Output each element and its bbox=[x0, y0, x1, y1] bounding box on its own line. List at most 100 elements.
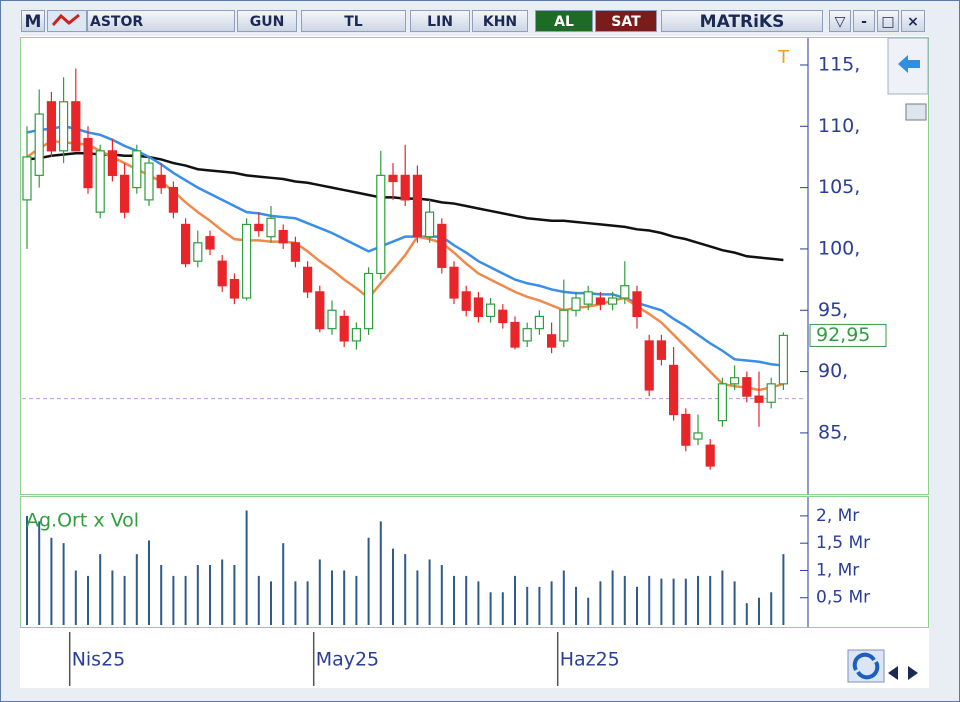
candle-body bbox=[620, 285, 630, 299]
logo: M bbox=[21, 10, 45, 32]
candle-body bbox=[693, 432, 703, 440]
volume-tick-label: 0,5 Mr bbox=[816, 588, 870, 608]
candle-body bbox=[766, 383, 776, 403]
y-tick-label: 110, bbox=[818, 115, 860, 137]
candle-body bbox=[95, 150, 105, 213]
candle-body bbox=[498, 309, 508, 324]
refresh-icon bbox=[852, 652, 880, 680]
candle-body bbox=[217, 260, 227, 287]
candle-body bbox=[83, 137, 93, 189]
candle-body bbox=[644, 340, 654, 391]
close-button[interactable]: × bbox=[901, 10, 925, 32]
candle-body bbox=[168, 187, 178, 213]
candle-body bbox=[303, 266, 313, 293]
candle-body bbox=[107, 150, 118, 176]
y-tick-label: 95, bbox=[818, 299, 848, 321]
candle-body bbox=[254, 223, 264, 232]
volume-tick-label: 1,5 Mr bbox=[816, 533, 870, 553]
candle-body bbox=[351, 328, 361, 342]
candle-body bbox=[656, 340, 667, 360]
candle-body bbox=[522, 328, 532, 342]
candle-body bbox=[583, 291, 593, 305]
volume-tick-label: 2, Mr bbox=[816, 506, 859, 526]
button[interactable]: LIN bbox=[410, 10, 470, 32]
x-tick-label: Nis25 bbox=[72, 649, 126, 671]
candle-body bbox=[132, 150, 142, 189]
candle-body bbox=[632, 291, 642, 317]
candle-body bbox=[364, 272, 374, 330]
chart-background bbox=[20, 36, 929, 688]
candle-body bbox=[607, 297, 618, 305]
maximize-button[interactable]: □ bbox=[877, 10, 899, 32]
candle-body bbox=[22, 156, 32, 201]
candle-body bbox=[595, 297, 606, 305]
candle-body bbox=[290, 242, 300, 262]
candle-body bbox=[193, 242, 203, 262]
last-value-box bbox=[809, 323, 887, 347]
minimize-button[interactable]: - bbox=[853, 10, 875, 32]
symbol-icon[interactable] bbox=[47, 10, 87, 32]
candle-body bbox=[400, 174, 410, 201]
candle-body bbox=[205, 236, 215, 250]
moving-average bbox=[26, 125, 784, 367]
button[interactable]: GUN bbox=[237, 10, 297, 32]
x-tick-label: May25 bbox=[316, 649, 379, 671]
icon bbox=[51, 13, 80, 26]
candle-body bbox=[437, 223, 447, 268]
button[interactable]: KHN bbox=[472, 10, 528, 32]
candle-body bbox=[486, 303, 496, 317]
candle-body bbox=[510, 321, 520, 348]
volume-panel bbox=[20, 496, 929, 628]
candle-body bbox=[534, 315, 545, 330]
symbol[interactable]: ASTOR bbox=[87, 10, 235, 32]
candle-body bbox=[242, 223, 252, 299]
y-tick-label: 100, bbox=[818, 237, 860, 259]
candle-body bbox=[46, 101, 57, 152]
candle-body bbox=[546, 334, 557, 348]
candle-body bbox=[34, 113, 44, 176]
candle-body bbox=[461, 291, 471, 311]
sell-button[interactable]: SAT bbox=[595, 10, 657, 32]
button[interactable]: TL bbox=[301, 10, 406, 32]
candle-body bbox=[717, 383, 728, 422]
nav-arrows[interactable] bbox=[888, 666, 918, 680]
x-tick-label: Haz25 bbox=[560, 649, 620, 671]
candle-body bbox=[571, 297, 581, 311]
y-tick-label: 85, bbox=[818, 421, 848, 443]
candle-body bbox=[668, 364, 679, 416]
price-panel bbox=[20, 37, 929, 495]
y-tick-label: 90, bbox=[818, 360, 848, 382]
panel-button[interactable] bbox=[905, 103, 927, 121]
volume-tick-label: 1, Mr bbox=[816, 560, 859, 580]
indicator-label: Ag.Ort x Vol bbox=[26, 510, 139, 532]
candle-body bbox=[58, 101, 69, 152]
candle-body bbox=[449, 266, 459, 299]
candle-body bbox=[705, 444, 715, 467]
candle-body bbox=[754, 395, 764, 403]
candle-body bbox=[412, 174, 422, 238]
last-value-label: 92,95 bbox=[816, 324, 870, 346]
candle-body bbox=[742, 377, 752, 397]
candle-body bbox=[156, 174, 166, 189]
candle-body bbox=[376, 174, 386, 275]
candle-body bbox=[71, 101, 81, 152]
candle-body bbox=[278, 229, 288, 244]
dropdown-button[interactable]: ▽ bbox=[829, 10, 851, 32]
candle-body bbox=[266, 217, 276, 238]
y-tick-label: 105, bbox=[818, 176, 860, 198]
candle-body bbox=[473, 297, 483, 317]
brand: MATRiKS bbox=[661, 10, 823, 32]
candle-body bbox=[729, 377, 740, 385]
candle-body bbox=[327, 309, 337, 330]
candle-body bbox=[681, 413, 691, 446]
y-tick-label: 115, bbox=[818, 53, 860, 75]
arrow-icon bbox=[898, 55, 920, 73]
candle-body bbox=[559, 309, 569, 342]
candle-body bbox=[229, 279, 239, 299]
buy-button[interactable]: AL bbox=[535, 10, 593, 32]
candle-body bbox=[339, 315, 349, 342]
candle-body bbox=[181, 223, 191, 265]
candle-body bbox=[425, 211, 435, 238]
marker: T bbox=[777, 47, 790, 68]
